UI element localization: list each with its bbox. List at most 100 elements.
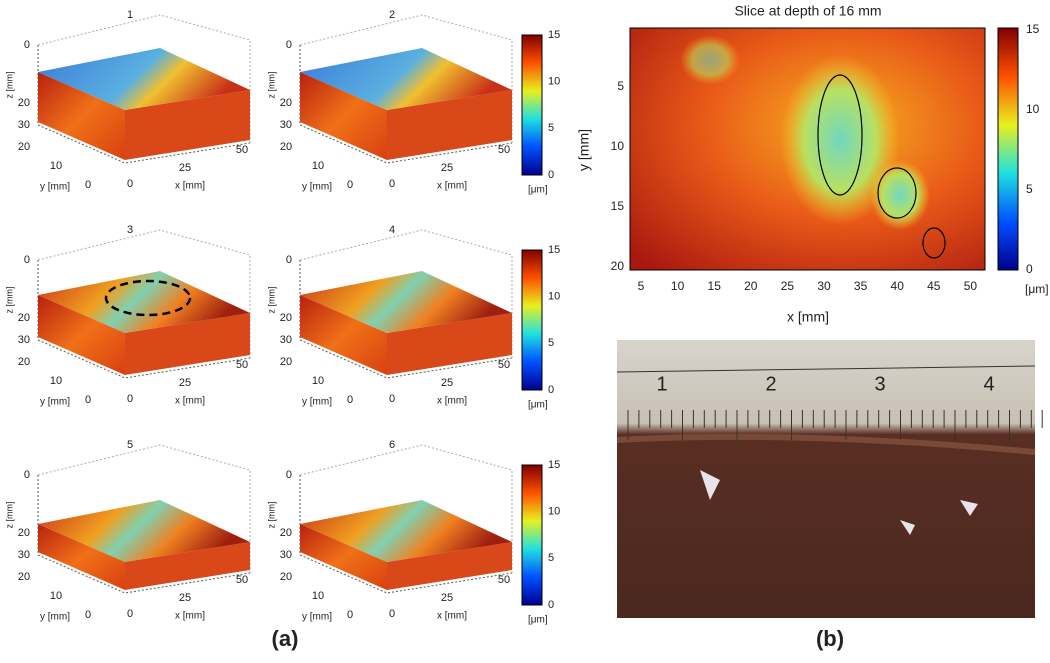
y-tick-label: 0 xyxy=(347,179,353,191)
box-side xyxy=(125,542,250,590)
z-tick-label: 30 xyxy=(280,119,292,131)
colorbar-tick-label: 0 xyxy=(1026,262,1033,276)
x-tick-label: 50 xyxy=(236,144,248,156)
colorbar-unit: [μm] xyxy=(528,615,548,626)
ruler-label: 1 xyxy=(656,373,667,395)
y-axis-label: y [mm] xyxy=(40,182,70,193)
y-tick-label: 10 xyxy=(611,139,625,153)
plot-title: 2 xyxy=(389,9,395,21)
z-axis-label: z [mm] xyxy=(4,287,14,314)
z-tick-label: 30 xyxy=(18,334,30,346)
colorbar-tick-label: 15 xyxy=(548,459,560,471)
y-tick-label: 5 xyxy=(617,79,624,93)
plot-3d: 1 z [mm] y [mm] x [mm] 0 20 30 20 10 0 0 25 50 xyxy=(4,9,251,193)
y-tick-label: 20 xyxy=(280,141,292,153)
highlight-ellipse xyxy=(877,167,917,219)
y-tick-label: 20 xyxy=(280,356,292,368)
colorbar-unit: [μm] xyxy=(528,185,548,196)
y-tick-label: 20 xyxy=(18,356,30,368)
plot-3d: 2 z [mm] y [mm] x [mm] 0 20 30 20 10 0 0 25 50 xyxy=(266,9,513,193)
axis-frame xyxy=(37,475,251,594)
x-tick-label: 0 xyxy=(127,608,133,620)
z-tick-label: 20 xyxy=(18,312,30,324)
z-axis-label: z [mm] xyxy=(266,72,276,99)
box-top xyxy=(38,48,250,110)
y-tick-label: 10 xyxy=(50,590,62,602)
highlight-ellipse xyxy=(922,227,946,259)
y-axis-label: y [mm] xyxy=(302,612,332,623)
y-tick-label: 0 xyxy=(85,179,91,191)
photo-edge xyxy=(616,433,1036,455)
colorbar-tick-label: 0 xyxy=(548,384,554,396)
axis-frame xyxy=(299,14,513,143)
heatmap-title: Slice at depth of 16 mm xyxy=(734,3,881,19)
y-tick-label: 20 xyxy=(611,259,625,273)
box-side xyxy=(125,313,250,375)
x-tick-label: 5 xyxy=(638,279,645,293)
z-tick-label: 0 xyxy=(24,254,30,266)
y-tick-label: 10 xyxy=(312,375,324,387)
x-tick-label: 50 xyxy=(964,279,978,293)
z-axis-label: z [mm] xyxy=(4,72,14,99)
x-tick-label: 40 xyxy=(891,279,905,293)
box-top xyxy=(300,48,512,110)
plot-title: 1 xyxy=(127,9,133,21)
colorbar-tick-label: 15 xyxy=(548,29,560,41)
y-tick-label: 0 xyxy=(347,394,353,406)
z-tick-label: 0 xyxy=(286,39,292,51)
ruler-label: 3 xyxy=(874,373,885,395)
heatmap-region xyxy=(680,35,740,85)
y-tick-label: 10 xyxy=(50,375,62,387)
z-tick-label: 0 xyxy=(286,254,292,266)
colorbar-tick-label: 15 xyxy=(548,244,560,256)
axis-frame xyxy=(37,14,251,143)
colorbar-tick-label: 5 xyxy=(1026,182,1033,196)
z-tick-label: 30 xyxy=(18,549,30,561)
axis-frame xyxy=(299,229,513,358)
y-tick-label: 10 xyxy=(50,160,62,172)
x-tick-label: 30 xyxy=(817,279,831,293)
z-axis-label: z [mm] xyxy=(266,502,276,529)
x-axis-label: x [mm] xyxy=(437,611,467,622)
plot-3d: 3 z [mm] y [mm] x [mm] 0 20 30 20 10 0 0 25 50 xyxy=(4,224,251,408)
z-axis-label: z [mm] xyxy=(266,287,276,314)
box-side xyxy=(38,524,125,590)
axis-frame xyxy=(37,229,251,358)
z-tick-label: 0 xyxy=(24,39,30,51)
box-side xyxy=(387,542,512,590)
z-tick-label: 20 xyxy=(18,97,30,109)
y-axis-label: y [mm] xyxy=(576,129,592,171)
x-tick-label: 10 xyxy=(671,279,685,293)
x-tick-label: 0 xyxy=(389,178,395,190)
box-side xyxy=(300,72,387,160)
colorbar-tick-label: 0 xyxy=(548,599,554,611)
plot-title: 5 xyxy=(127,439,133,451)
x-tick-label: 25 xyxy=(441,592,453,604)
x-tick-label: 0 xyxy=(127,178,133,190)
box-top xyxy=(300,500,512,562)
colorbar-unit: [μm] xyxy=(1025,282,1049,296)
colorbar-tick-label: 5 xyxy=(548,337,554,349)
y-tick-label: 0 xyxy=(85,609,91,621)
y-tick-label: 15 xyxy=(611,199,625,213)
y-tick-label: 20 xyxy=(18,141,30,153)
colorbar-tick-label: 10 xyxy=(1026,102,1040,116)
x-axis-label: x [mm] xyxy=(787,309,829,325)
y-tick-label: 0 xyxy=(347,609,353,621)
z-tick-label: 30 xyxy=(280,334,292,346)
x-tick-label: 25 xyxy=(179,377,191,389)
x-axis-label: x [mm] xyxy=(437,396,467,407)
y-tick-label: 10 xyxy=(312,590,324,602)
photo xyxy=(617,340,1035,618)
box-top xyxy=(300,271,512,333)
highlight-ellipse xyxy=(817,74,863,196)
colorbar xyxy=(521,249,543,391)
axis-frame xyxy=(37,444,251,573)
x-tick-label: 0 xyxy=(127,393,133,405)
y-axis-label: y [mm] xyxy=(40,612,70,623)
box-side xyxy=(300,295,387,375)
colorbar-tick-label: 10 xyxy=(548,291,560,303)
x-tick-label: 15 xyxy=(708,279,722,293)
x-tick-label: 0 xyxy=(389,608,395,620)
